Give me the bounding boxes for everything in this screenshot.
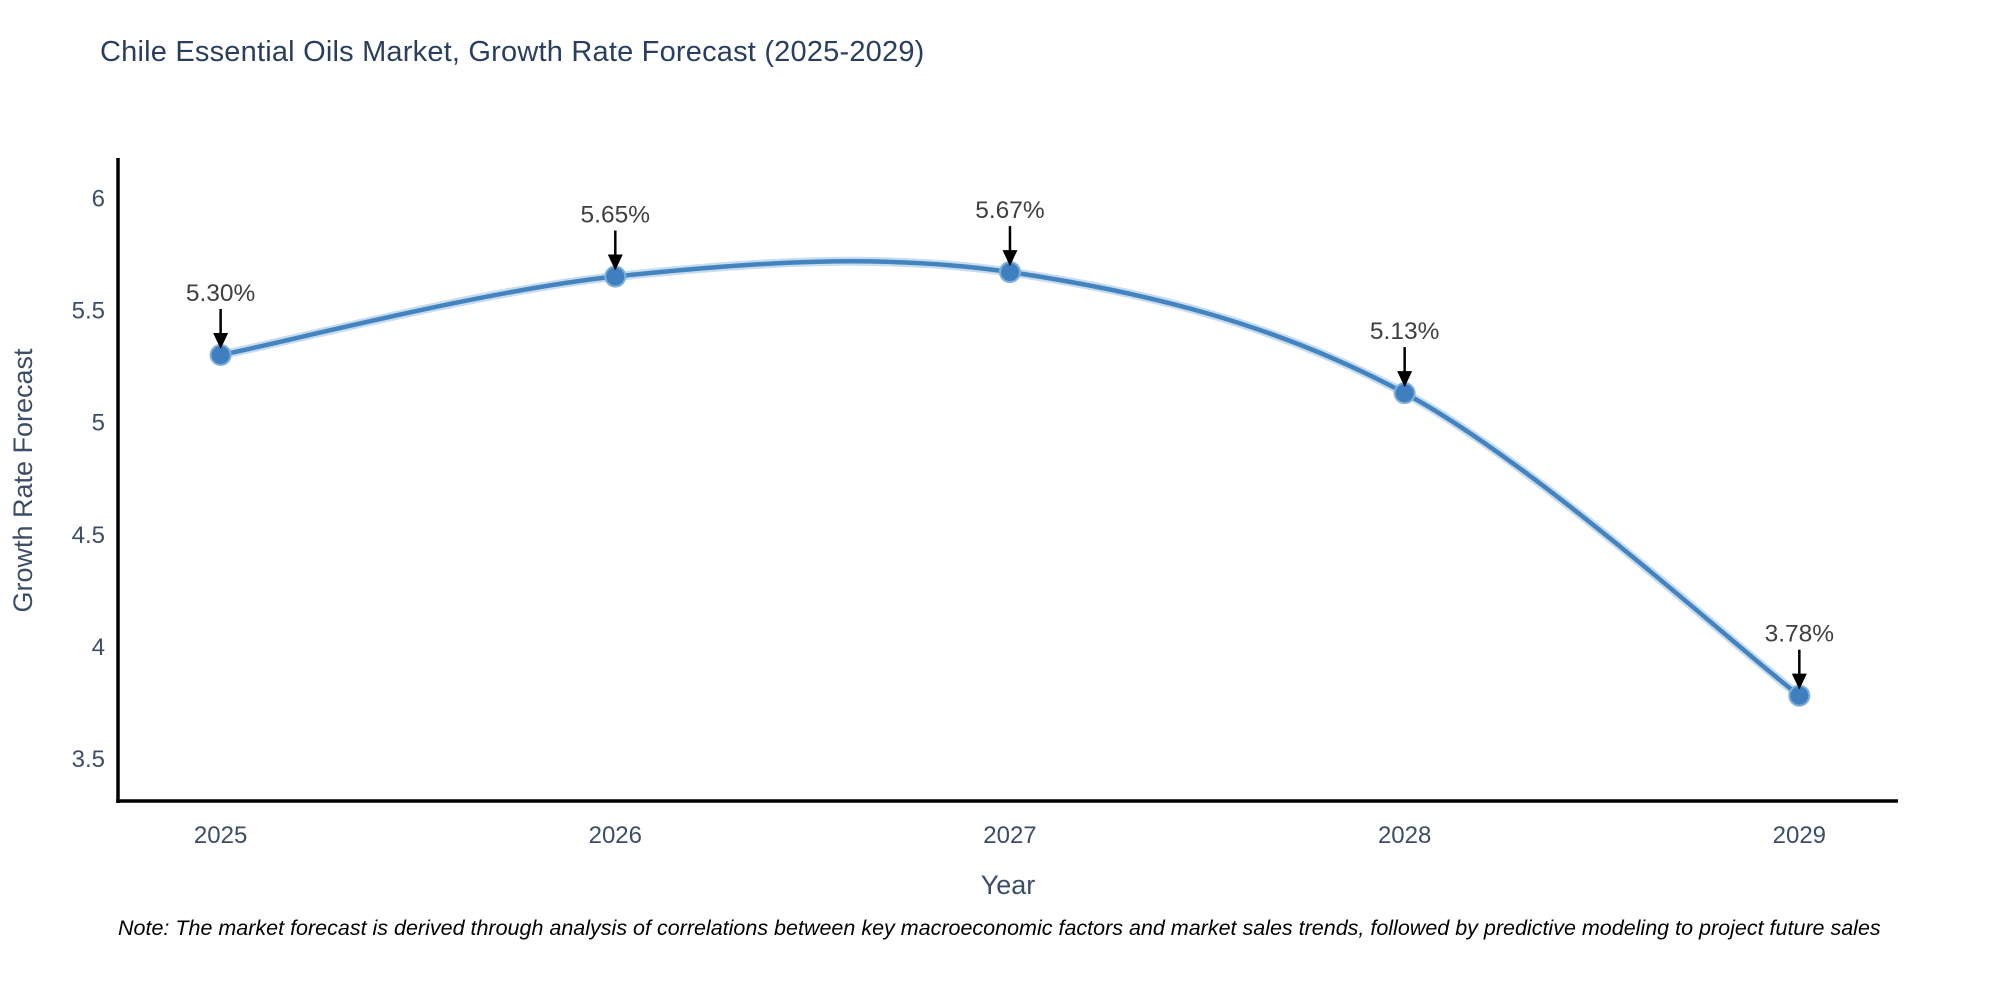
x-tick-label: 2027 [983,822,1036,849]
trend-line [218,259,1802,698]
y-axis-title: Growth Rate Forecast [8,348,38,613]
annotation-arrowhead-icon [1002,250,1018,267]
annotation-arrowhead-icon [1791,673,1807,690]
y-tick-label: 4.5 [72,522,105,549]
y-tick-label: 6 [92,186,105,213]
annotation-arrowhead-icon [607,254,623,271]
trend-line-halo [216,256,1804,701]
footnote: Note: The market forecast is derived thr… [118,916,1881,940]
x-tick-label: 2026 [589,822,642,849]
annotation-arrowhead-icon [1397,371,1413,388]
x-tick-label: 2029 [1773,822,1826,849]
y-tick-label: 5.5 [72,298,105,325]
annotation-arrowhead-icon [213,332,229,349]
x-tick-label: 2028 [1378,822,1431,849]
point-value-label: 5.65% [581,202,650,229]
point-value-label: 5.13% [1370,318,1439,345]
x-tick-label: 2025 [194,822,247,849]
point-value-label: 5.67% [975,197,1044,224]
y-tick-label: 5 [92,410,105,437]
chart-title: Chile Essential Oils Market, Growth Rate… [100,36,925,68]
y-tick-label: 4 [92,634,105,661]
y-tick-label: 3.5 [72,746,105,773]
point-value-label: 5.30% [186,280,255,307]
point-value-label: 3.78% [1765,621,1834,648]
x-axis-title: Year [981,870,1036,900]
